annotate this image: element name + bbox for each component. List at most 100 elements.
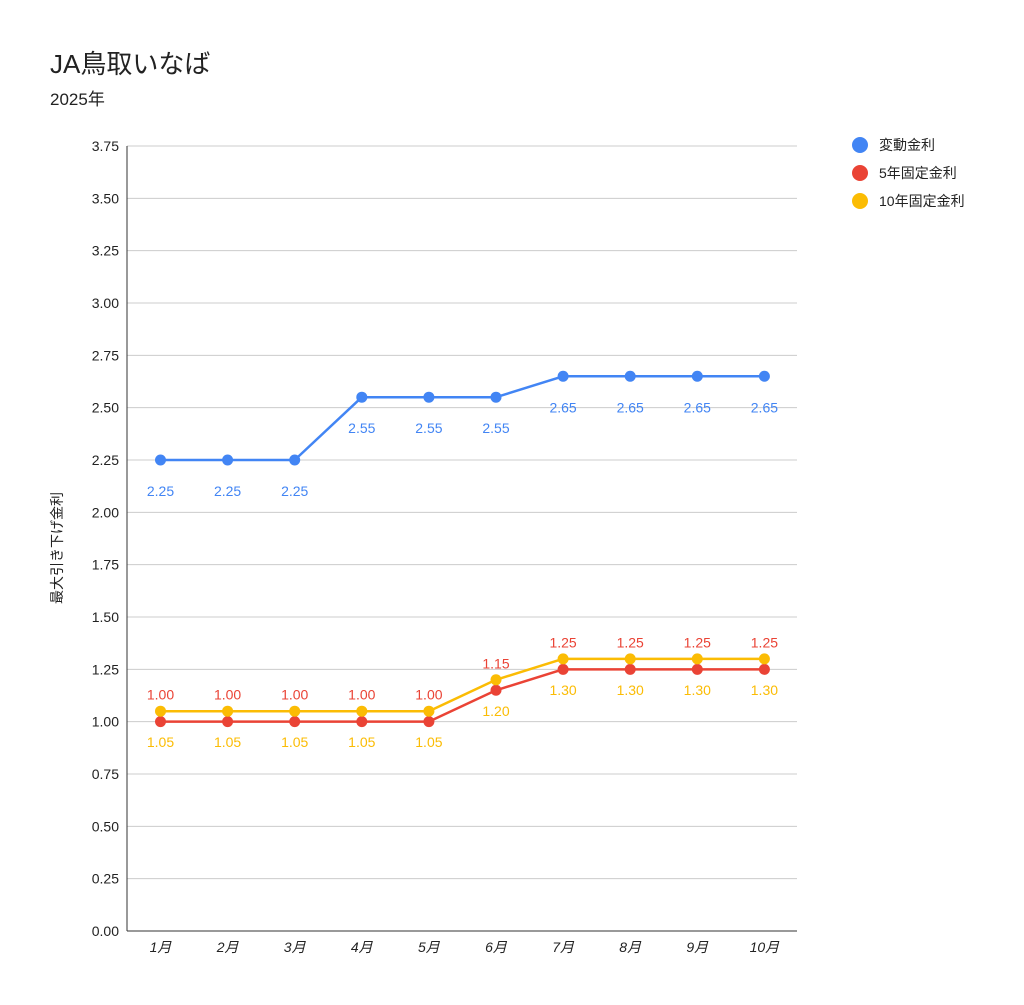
data-point bbox=[155, 716, 166, 728]
y-tick-label: 1.75 bbox=[92, 557, 119, 573]
series-line bbox=[160, 657, 765, 713]
x-tick-label: 8月 bbox=[619, 939, 642, 955]
data-point bbox=[289, 705, 301, 717]
data-point bbox=[691, 663, 703, 675]
data-label: 1.30 bbox=[617, 682, 644, 698]
data-label: 2.55 bbox=[348, 420, 375, 436]
data-point bbox=[557, 653, 569, 665]
chart-subtitle: 2025年 bbox=[50, 90, 105, 109]
x-tick-label: 9月 bbox=[686, 939, 709, 955]
data-point bbox=[624, 663, 636, 675]
data-label: 2.65 bbox=[549, 399, 576, 415]
series-5年固定金利: 1.00 1.00 1.00 1.00 1.00 1.15 1.25 1.25 1.25 1.25 bbox=[147, 634, 778, 728]
legend-label: 10年固定金利 bbox=[879, 193, 965, 209]
data-label: 1.25 bbox=[549, 634, 576, 650]
data-point bbox=[423, 391, 435, 403]
axes bbox=[126, 146, 797, 932]
y-tick-label: 1.00 bbox=[92, 714, 119, 730]
data-label: 2.25 bbox=[147, 483, 174, 499]
y-tick-label: 2.25 bbox=[92, 452, 119, 468]
y-tick-label: 3.50 bbox=[92, 190, 119, 206]
x-axis-ticks: 1月 2月 3月 4月 5月 6月 7月 8月 9月 10月 bbox=[150, 939, 781, 955]
data-label: 2.65 bbox=[617, 399, 644, 415]
x-tick-label: 7月 bbox=[552, 939, 575, 955]
x-tick-label: 6月 bbox=[485, 939, 508, 955]
y-tick-label: 0.75 bbox=[92, 766, 119, 782]
data-point bbox=[691, 653, 703, 665]
legend-marker bbox=[852, 193, 868, 209]
y-axis-ticks: 0.00 0.25 0.50 0.75 1.00 1.25 1.50 1.75 2.00 2.25… bbox=[92, 138, 119, 939]
data-point bbox=[423, 716, 435, 728]
data-point bbox=[758, 370, 770, 382]
data-label: 2.55 bbox=[415, 420, 442, 436]
y-tick-label: 3.00 bbox=[92, 295, 119, 311]
data-label: 1.15 bbox=[482, 655, 509, 671]
data-point bbox=[155, 705, 166, 717]
data-point bbox=[356, 716, 368, 728]
data-label: 1.05 bbox=[214, 734, 241, 750]
y-tick-label: 2.00 bbox=[92, 504, 119, 520]
data-label: 1.05 bbox=[348, 734, 375, 750]
x-tick-label: 3月 bbox=[284, 939, 307, 955]
data-point bbox=[222, 454, 234, 466]
data-point bbox=[490, 684, 502, 696]
data-label: 2.55 bbox=[482, 420, 509, 436]
legend-marker bbox=[852, 165, 868, 181]
legend-item: 10年固定金利 bbox=[852, 193, 965, 209]
series-group: 2.25 2.25 2.25 2.55 2.55 2.55 2.65 2.65 2.65 2.65… bbox=[147, 370, 778, 750]
data-point bbox=[423, 705, 435, 717]
data-label: 1.05 bbox=[415, 734, 442, 750]
x-tick-label: 5月 bbox=[418, 939, 441, 955]
grid-lines bbox=[127, 145, 797, 932]
data-label: 1.00 bbox=[348, 687, 375, 703]
x-tick-label: 2月 bbox=[216, 939, 240, 955]
legend-label: 変動金利 bbox=[879, 137, 935, 153]
legend-item: 5年固定金利 bbox=[852, 165, 957, 181]
data-point bbox=[289, 716, 301, 728]
data-point bbox=[222, 716, 234, 728]
data-label: 1.00 bbox=[214, 687, 241, 703]
legend-label: 5年固定金利 bbox=[879, 165, 957, 181]
y-tick-label: 2.75 bbox=[92, 347, 119, 363]
y-tick-label: 2.50 bbox=[92, 400, 119, 416]
data-label: 1.30 bbox=[751, 682, 778, 698]
data-point bbox=[758, 653, 770, 665]
y-tick-label: 3.75 bbox=[92, 138, 119, 154]
series-変動金利: 2.25 2.25 2.25 2.55 2.55 2.55 2.65 2.65 2.65 2.65 bbox=[147, 370, 778, 499]
data-point bbox=[289, 454, 301, 466]
chart-title: JA鳥取いなば bbox=[50, 49, 211, 79]
data-point bbox=[624, 370, 636, 382]
data-point bbox=[758, 663, 770, 675]
data-label: 2.25 bbox=[281, 483, 308, 499]
y-axis-label: 最大引き下げ金利 bbox=[49, 492, 65, 604]
data-label: 1.00 bbox=[147, 687, 174, 703]
series-line bbox=[160, 668, 765, 723]
legend-marker bbox=[852, 137, 868, 153]
data-point bbox=[490, 391, 502, 403]
data-label: 2.65 bbox=[751, 399, 778, 415]
y-tick-label: 3.25 bbox=[92, 243, 119, 259]
data-label: 1.00 bbox=[415, 687, 442, 703]
data-label: 1.05 bbox=[281, 734, 308, 750]
y-tick-label: 0.50 bbox=[92, 818, 119, 834]
data-label: 1.05 bbox=[147, 734, 174, 750]
data-point bbox=[624, 653, 636, 665]
legend-item: 変動金利 bbox=[852, 137, 935, 153]
data-point bbox=[691, 370, 703, 382]
x-tick-label: 10月 bbox=[750, 939, 781, 955]
y-tick-label: 1.50 bbox=[92, 609, 119, 625]
data-label: 1.20 bbox=[482, 703, 509, 719]
data-point bbox=[557, 663, 569, 675]
data-point bbox=[356, 391, 368, 403]
data-label: 1.30 bbox=[549, 682, 576, 698]
series-10年固定金利: 1.05 1.05 1.05 1.05 1.05 1.20 1.30 1.30 1.30 1.30 bbox=[147, 653, 778, 750]
y-tick-label: 0.25 bbox=[92, 871, 119, 887]
data-label: 1.25 bbox=[617, 634, 644, 650]
data-point bbox=[557, 370, 569, 382]
data-point bbox=[490, 674, 502, 686]
series-line bbox=[160, 375, 765, 462]
data-point bbox=[356, 705, 368, 717]
data-point bbox=[222, 705, 234, 717]
data-label: 1.25 bbox=[684, 634, 711, 650]
